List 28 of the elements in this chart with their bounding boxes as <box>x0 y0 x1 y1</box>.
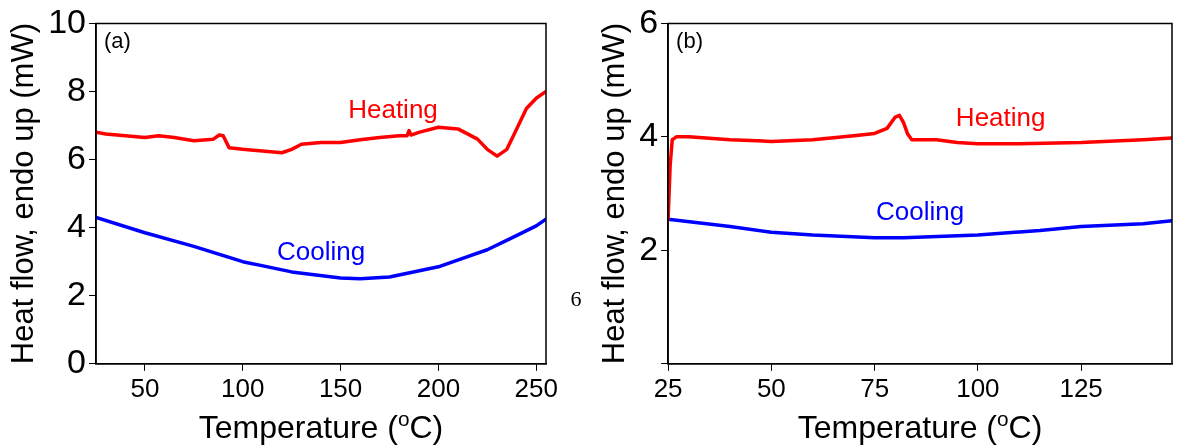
x-tick-label: 50 <box>756 372 786 403</box>
y-tick-label: 4 <box>639 115 659 154</box>
annotation: (a) <box>104 28 131 54</box>
series-label: Cooling <box>276 236 366 267</box>
series-label: Heating <box>955 101 1046 132</box>
annotation: (b) <box>676 28 703 54</box>
y-tick-label: 8 <box>67 69 87 108</box>
y-tick-label: 6 <box>67 137 87 176</box>
x-tick-label: 100 <box>956 372 1000 403</box>
x-tick-label: 150 <box>318 372 363 403</box>
x-tick-label: 250 <box>514 372 558 403</box>
y-axis-title: Heat flow, endo up (mW) <box>596 23 632 365</box>
x-tick-label: 25 <box>653 372 683 403</box>
y-tick-label: 2 <box>67 274 87 313</box>
x-tick-label: 75 <box>860 372 890 403</box>
y-tick-label: 10 <box>48 1 87 40</box>
y-axis-title: Heat flow, endo up (mW) <box>5 23 41 365</box>
series-label: Cooling <box>875 196 965 227</box>
text: 6 <box>570 285 582 311</box>
x-tick-label: 200 <box>416 372 461 403</box>
y-tick-label: 2 <box>639 228 659 267</box>
series-label: Heating <box>348 93 438 124</box>
y-tick-label: 4 <box>67 206 87 245</box>
x-tick-label: 125 <box>1059 372 1103 403</box>
x-tick-label: 50 <box>130 372 160 403</box>
y-tick-label: 0 <box>67 342 87 381</box>
x-tick-label: 100 <box>221 372 265 403</box>
y-tick-label: 6 <box>639 1 659 40</box>
